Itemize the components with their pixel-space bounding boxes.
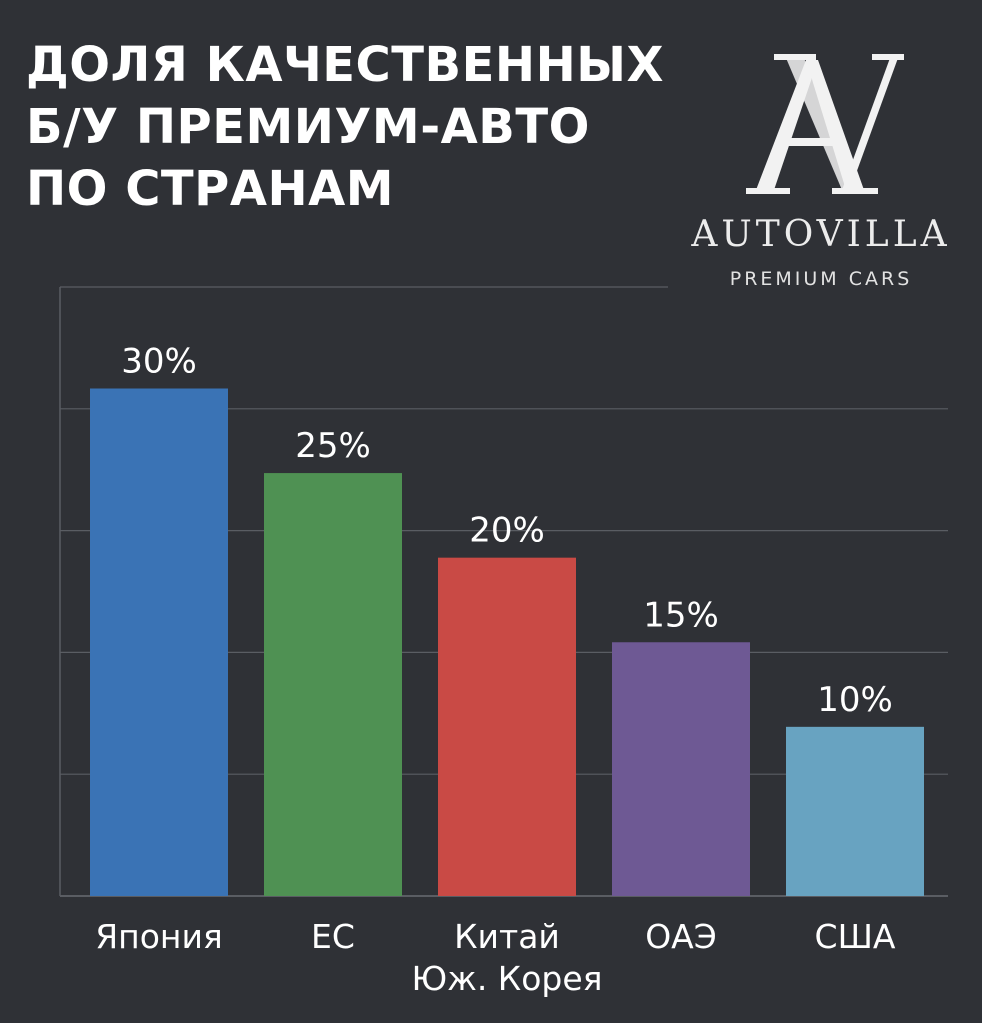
category-tick-label: ЕС: [311, 917, 355, 956]
logo-name: AUTOVILLA: [691, 214, 951, 255]
category-tick-label: Китай Юж. Корея: [411, 917, 602, 998]
category-tick-label-line: ОАЭ: [645, 917, 717, 956]
category-labels: Япония ЕС Китай Юж. Корея ОАЭ США: [95, 917, 896, 998]
category-tick-label-line: Юж. Корея: [411, 959, 602, 998]
category-tick-label: Япония: [95, 917, 223, 956]
data-label: 25%: [295, 426, 371, 466]
data-label: 15%: [643, 595, 719, 635]
category-tick-label-line: США: [815, 917, 896, 956]
category-tick-label: ОАЭ: [645, 917, 717, 956]
bar: [612, 642, 750, 896]
data-label: 30%: [121, 342, 197, 382]
category-tick-label-line: Китай: [454, 917, 560, 956]
title-line-2: Б/У ПРЕМИУМ-АВТО: [26, 99, 590, 155]
category-tick-label: США: [815, 917, 896, 956]
data-label: 10%: [817, 680, 893, 720]
bar: [438, 557, 576, 896]
value-labels: 30% 25% 20% 15% 10%: [121, 342, 893, 720]
chart-title: ДОЛЯ КАЧЕСТВЕННЫХ Б/У ПРЕМИУМ-АВТО ПО СТ…: [26, 34, 666, 220]
bar: [786, 726, 924, 896]
autovilla-logo: AUTOVILLA PREMIUM CARS: [668, 42, 974, 302]
bar: [264, 473, 402, 896]
data-label: 20%: [469, 511, 545, 551]
logo-tagline: PREMIUM CARS: [729, 268, 913, 290]
bars: [90, 388, 924, 896]
title-line-1: ДОЛЯ КАЧЕСТВЕННЫХ: [26, 37, 664, 93]
category-tick-label-line: Япония: [95, 917, 223, 956]
category-tick-label-line: ЕС: [311, 917, 355, 956]
title-line-3: ПО СТРАНАМ: [26, 161, 395, 217]
av-monogram-icon: [746, 54, 904, 194]
bar: [90, 388, 228, 896]
